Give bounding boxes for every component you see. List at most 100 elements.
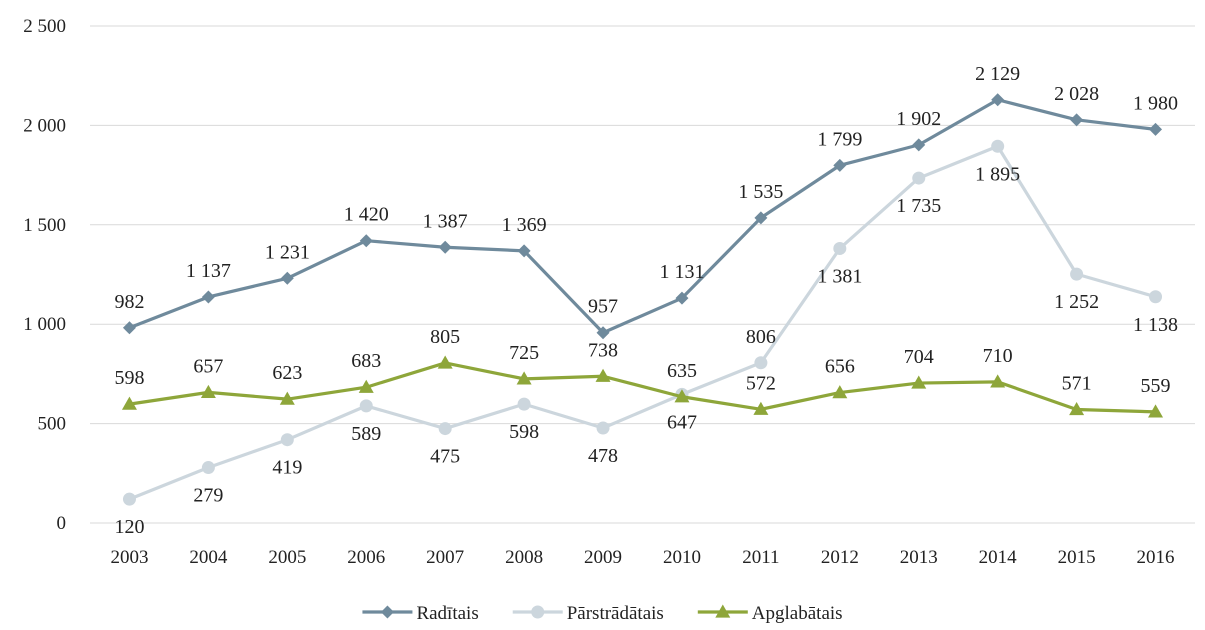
data-label-apglabatais: 572 [746,372,776,394]
x-tick-label: 2009 [584,547,622,568]
data-point-parstradatais [517,397,531,411]
data-label-apglabatais: 683 [351,350,381,372]
data-point-raditais [596,326,610,340]
data-point-parstradatais [596,421,610,435]
x-tick-label: 2003 [110,547,148,568]
data-point-parstradatais [754,356,768,370]
data-point-parstradatais [122,492,136,506]
data-point-raditais [1149,122,1163,136]
data-label-parstradatais: 806 [746,326,776,348]
data-label-parstradatais: 1 735 [896,195,941,217]
data-point-parstradatais [438,422,452,436]
data-point-raditais [438,240,452,254]
data-point-parstradatais [359,399,373,413]
data-label-apglabatais: 635 [667,360,697,382]
data-point-raditais [754,211,768,225]
y-tick-label: 500 [38,414,67,435]
data-point-apglabatais [674,389,690,403]
data-point-parstradatais [912,171,926,185]
data-label-parstradatais: 279 [193,485,223,507]
data-point-apglabatais [595,368,611,382]
data-label-raditais: 957 [588,296,618,318]
data-label-apglabatais: 738 [588,339,618,361]
x-tick-label: 2011 [742,547,779,568]
data-point-parstradatais [280,433,294,447]
data-point-raditais [201,290,215,304]
data-point-apglabatais [437,355,453,369]
data-label-parstradatais: 1 252 [1054,291,1099,313]
y-tick-label: 1 000 [23,314,66,335]
data-label-apglabatais: 704 [904,346,934,368]
legend-label-parstradatais: Pārstrādātais [567,603,664,624]
data-label-apglabatais: 598 [114,367,144,389]
data-point-raditais [833,158,847,172]
x-tick-label: 2014 [979,547,1018,568]
data-label-apglabatais: 710 [983,345,1013,367]
x-tick-label: 2015 [1058,547,1096,568]
data-point-apglabatais [121,396,137,410]
legend: Radītais Pārstrādātais Apglabātais [362,603,843,624]
legend-label-apglabatais: Apglabātais [752,603,843,624]
data-label-parstradatais: 589 [351,423,381,445]
y-tick-label: 2 000 [23,115,66,136]
data-label-parstradatais: 419 [272,457,302,479]
x-tick-label: 2012 [821,547,859,568]
y-axis-tick-labels: 0 500 1 000 1 500 2 000 2 500 [23,16,66,534]
gridlines [90,25,1195,524]
x-tick-label: 2007 [426,547,464,568]
data-point-raditais [991,93,1005,107]
data-point-apglabatais [279,391,295,405]
data-labels: 982 1 137 1 231 1 420 1 387 1 369 957 1 131 1 53… [114,63,1178,538]
data-label-raditais: 1 535 [738,181,783,203]
series-line-raditais [127,98,1158,335]
data-label-raditais: 1 131 [659,261,704,283]
legend-item-apglabatais: Apglabātais [697,603,843,624]
data-label-raditais: 1 420 [344,204,389,226]
data-label-raditais: 1 231 [265,241,310,263]
data-label-parstradatais: 1 381 [817,265,862,287]
data-label-raditais: 1 799 [817,128,862,150]
data-point-raditais [280,271,294,285]
data-label-parstradatais: 475 [430,446,460,468]
x-tick-label: 2010 [663,547,701,568]
data-point-apglabatais [753,401,769,415]
data-label-raditais: 2 129 [975,63,1020,85]
data-point-raditais [517,244,531,258]
x-axis-tick-labels: 2003 2004 2005 2006 2007 2008 2009 2010 2011 2012… [110,547,1174,568]
data-point-apglabatais [911,375,927,389]
data-label-raditais: 1 980 [1133,92,1178,114]
data-label-parstradatais: 120 [114,516,144,538]
data-point-apglabatais [516,371,532,385]
data-point-parstradatais [201,461,215,475]
data-point-raditais [675,291,689,305]
x-tick-label: 2006 [347,547,385,568]
data-label-apglabatais: 657 [193,355,223,377]
data-point-apglabatais [358,379,374,393]
data-point-apglabatais [1069,401,1085,416]
legend-marker-raditais [380,605,394,619]
data-label-apglabatais: 805 [430,326,460,348]
legend-label-raditais: Radītais [416,603,478,624]
y-tick-label: 2 500 [23,16,66,37]
data-point-apglabatais [990,374,1006,388]
data-point-apglabatais [1148,404,1164,418]
data-label-raditais: 1 369 [502,214,547,236]
data-label-parstradatais: 598 [509,421,539,443]
y-tick-label: 0 [57,513,67,534]
data-label-apglabatais: 623 [272,362,302,384]
data-label-raditais: 982 [114,291,144,313]
data-point-parstradatais [991,139,1005,153]
data-point-parstradatais [1070,267,1084,281]
y-tick-label: 1 500 [23,215,66,236]
series-line-apglabatais [127,361,1158,414]
data-label-parstradatais: 647 [667,411,697,433]
legend-marker-parstradatais [531,605,545,619]
data-point-raditais [122,321,136,335]
data-point-parstradatais [1149,290,1163,304]
data-label-parstradatais: 1 895 [975,163,1020,185]
data-label-raditais: 1 137 [186,260,231,282]
x-tick-label: 2013 [900,547,938,568]
data-label-raditais: 2 028 [1054,83,1099,105]
data-point-apglabatais [200,384,216,399]
series-line-parstradatais [127,144,1158,501]
